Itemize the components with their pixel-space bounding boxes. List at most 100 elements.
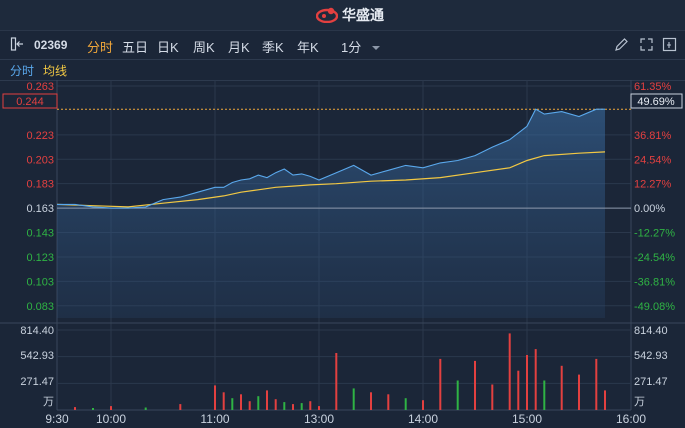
price-tick-label: 0.183 [26, 179, 54, 191]
brand-logo: 华盛通 [316, 6, 384, 24]
volume-axis: 814.40 542.93 271.47 万 814.40 542.93 271.47 万 [20, 325, 667, 408]
volume-tick-label: 542.93 [20, 350, 54, 362]
expand-icon[interactable] [639, 37, 654, 55]
volume-bar [352, 388, 355, 410]
volume-bar [404, 398, 407, 410]
volume-bar [231, 398, 234, 410]
volume-tick-label: 万 [43, 396, 54, 408]
tab-monthly-k[interactable]: 月K [228, 40, 250, 55]
stock-symbol: 02369 [34, 38, 68, 52]
tab-weekly-k[interactable]: 周K [193, 40, 215, 55]
current-change-tag: 49.69% [630, 93, 683, 109]
indicator-bar: 分时 均线 [0, 60, 685, 81]
chevron-down-icon [371, 46, 380, 50]
tab-yearly-k[interactable]: 年K [297, 40, 319, 55]
volume-tick-label: 271.47 [20, 376, 54, 388]
percent-tick-label: -49.08% [634, 301, 675, 313]
volume-bar [387, 394, 390, 410]
percent-tick-label: -36.81% [634, 276, 675, 288]
percent-tick-label: 24.54% [634, 154, 672, 166]
time-tick-label: 9:30 [45, 412, 69, 426]
price-tick-label: 0.083 [26, 301, 54, 313]
price-tick-label: 0.123 [26, 252, 54, 264]
interval-select[interactable]: 1分 [341, 37, 381, 56]
tab-daily-k[interactable]: 日K [157, 40, 179, 55]
price-tick-label: 0.203 [26, 154, 54, 166]
current-change-value: 49.69% [637, 96, 675, 108]
volume-tick-label-right: 万 [634, 396, 645, 408]
time-tick-label: 15:00 [512, 412, 542, 426]
volume-bar [92, 408, 94, 410]
price-tick-label: 0.163 [26, 203, 54, 215]
current-price-tag: 0.244 [2, 93, 58, 109]
price-tick-label: 0.223 [26, 130, 54, 142]
percent-tick-label: 36.81% [634, 130, 672, 142]
average-line-label[interactable]: 均线 [43, 64, 68, 78]
tab-quarterly-k[interactable]: 季K [262, 40, 284, 55]
tab-five-day[interactable]: 五日 [122, 40, 149, 55]
volume-bar [526, 355, 528, 410]
volume-bar [422, 400, 424, 410]
volume-bar [292, 404, 294, 410]
mode-intraday-label[interactable]: 分时 [10, 64, 35, 78]
volume-tick-label: 814.40 [20, 325, 54, 337]
percent-tick-label: -12.27% [634, 228, 675, 240]
time-tick-label: 10:00 [96, 412, 126, 426]
percent-axis-right: 61.35% 36.81% 24.54% 12.27% 0.00% -12.27% -24.… [634, 81, 675, 313]
chart-toolbar: 02369 分时 五日 日K 周K 月K 季K 年K 1分 [0, 31, 685, 60]
volume-bar [179, 404, 182, 410]
volume-bar [214, 385, 216, 410]
price-tick-label: 0.263 [26, 81, 54, 93]
volume-bar [274, 399, 277, 410]
volume-bar [257, 396, 260, 410]
brand-name: 华盛通 [342, 7, 384, 23]
interval-label: 1分 [341, 40, 362, 55]
volume-bar [240, 394, 242, 410]
volume-bar [144, 407, 147, 410]
volume-bar [474, 360, 476, 410]
time-tick-label: 13:00 [304, 412, 334, 426]
time-axis: 9:30 10:00 11:00 13:00 14:00 15:00 16:00 [45, 412, 646, 426]
time-tick-label: 14:00 [408, 412, 438, 426]
tab-intraday[interactable]: 分时 [87, 40, 114, 55]
title-bar: 华盛通 [0, 0, 685, 31]
intraday-chart[interactable]: 0.263 0.223 0.203 0.183 0.163 0.143 0.123 0.103… [0, 80, 685, 428]
percent-tick-label: 61.35% [634, 81, 672, 93]
huashengtong-logo-icon [316, 7, 338, 23]
current-price-value: 0.244 [16, 96, 44, 108]
price-axis-left: 0.263 0.223 0.203 0.183 0.163 0.143 0.123 0.103… [26, 81, 54, 313]
volume-bar [248, 401, 251, 410]
volume-bar [370, 392, 372, 410]
volume-bar [283, 402, 286, 410]
price-area-fill [57, 109, 605, 318]
time-tick-label: 11:00 [200, 412, 229, 426]
volume-tick-label-right: 271.47 [634, 376, 668, 388]
price-tick-label: 0.143 [26, 228, 54, 240]
volume-bar [491, 384, 494, 410]
volume-tick-label-right: 814.40 [634, 325, 668, 337]
pencil-icon[interactable] [614, 37, 629, 55]
volume-bar [560, 365, 563, 410]
volume-bar [604, 390, 606, 410]
volume-bar [300, 403, 303, 410]
volume-bar [318, 406, 320, 410]
percent-tick-label: 0.00% [634, 203, 665, 215]
volume-bar [456, 380, 459, 410]
price-line [57, 108, 605, 209]
volume-bar [266, 390, 268, 410]
panel-collapse-icon[interactable] [10, 36, 26, 55]
fullscreen-icon[interactable] [662, 37, 677, 55]
volume-bar [309, 401, 312, 410]
percent-tick-label: 12.27% [634, 179, 672, 191]
volume-bars [74, 333, 606, 410]
volume-tick-label-right: 542.93 [634, 350, 668, 362]
volume-bar [439, 358, 442, 410]
volume-bar [517, 370, 520, 410]
volume-bar [543, 380, 546, 410]
volume-bar [595, 358, 598, 410]
volume-bar [534, 349, 537, 410]
volume-bar [335, 353, 338, 410]
price-tick-label: 0.103 [26, 276, 54, 288]
volume-bar [222, 392, 225, 410]
volume-bar [578, 374, 580, 410]
